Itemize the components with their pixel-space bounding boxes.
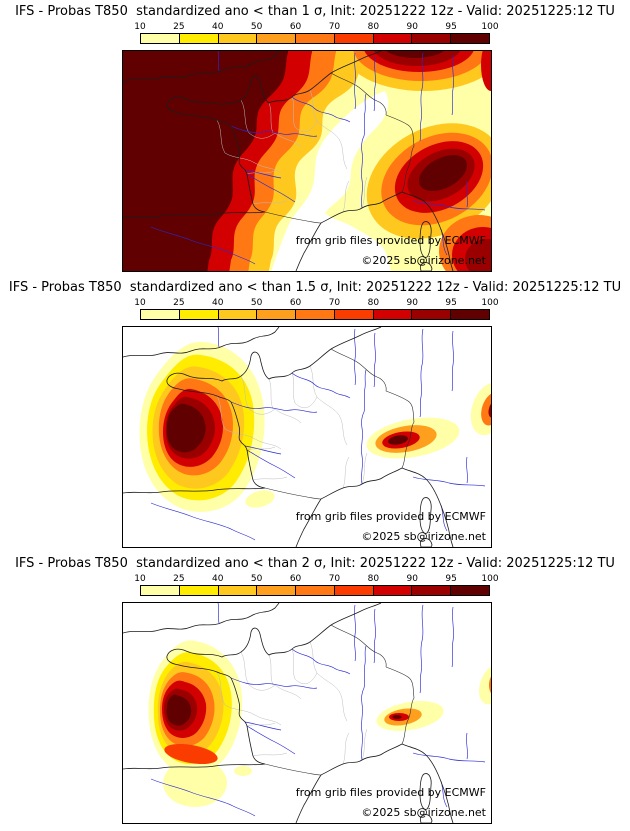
panel-threshold-1p5-sigma: IFS - Probas T850 standardized ano < tha… <box>0 279 630 555</box>
colorbar-segment <box>451 310 490 319</box>
map-canvas <box>123 603 491 823</box>
colorbar-tick-labels: 10 25 40 50 60 70 80 90 95 100 <box>134 22 498 33</box>
colorbar-segment <box>296 310 335 319</box>
colorbar-segment <box>296 34 335 43</box>
colorbar-tick-label: 50 <box>250 574 263 584</box>
probability-map: from grib files provided by ECMWF ©2025 … <box>122 602 492 824</box>
colorbar-segment <box>179 310 219 319</box>
colorbar-tick-label: 10 <box>134 298 146 308</box>
colorbar-segment <box>334 34 374 43</box>
colorbar-segment <box>218 310 258 319</box>
colorbar-gradient <box>140 309 490 320</box>
probability-map: from grib files provided by ECMWF ©2025 … <box>122 326 492 548</box>
colorbar-tick-label: 95 <box>445 22 457 32</box>
colorbar-tick-label: 100 <box>481 22 499 32</box>
colorbar-tick-label: 100 <box>481 298 499 308</box>
colorbar-tick-label: 60 <box>289 298 302 308</box>
colorbar-tick-label: 80 <box>367 574 380 584</box>
colorbar-tick-label: 10 <box>134 22 146 32</box>
colorbar-segment <box>218 34 258 43</box>
probability-colorbar: 10 25 40 50 60 70 80 90 95 100 <box>134 574 499 596</box>
colorbar-segment <box>451 586 490 595</box>
colorbar-segment <box>141 34 180 43</box>
colorbar-tick-label: 25 <box>173 22 185 32</box>
map-title: IFS - Probas T850 standardized ano < tha… <box>8 280 622 295</box>
colorbar-segment <box>141 310 180 319</box>
colorbar-tick-label: 70 <box>328 574 341 584</box>
colorbar-tick-label: 50 <box>250 298 263 308</box>
colorbar-segment <box>334 310 374 319</box>
panel-threshold-2-sigma: IFS - Probas T850 standardized ano < tha… <box>0 555 630 831</box>
colorbar-segment <box>412 586 452 595</box>
colorbar-gradient <box>140 33 490 44</box>
colorbar-segment <box>373 310 413 319</box>
copyright-credit: ©2025 sb@irizone.net <box>361 254 486 267</box>
colorbar-segment <box>179 586 219 595</box>
colorbar-segment <box>451 34 490 43</box>
colorbar-tick-label: 100 <box>481 574 499 584</box>
colorbar-tick-label: 70 <box>328 22 341 32</box>
panel-threshold-1-sigma: IFS - Probas T850 standardized ano < tha… <box>0 3 630 279</box>
colorbar-tick-label: 40 <box>212 298 224 308</box>
map-credits: from grib files provided by ECMWF ©2025 … <box>296 511 486 543</box>
map-credits: from grib files provided by ECMWF ©2025 … <box>296 235 486 267</box>
map-credits: from grib files provided by ECMWF ©2025 … <box>296 787 486 819</box>
colorbar-tick-label: 90 <box>406 298 418 308</box>
colorbar-tick-label: 25 <box>173 574 185 584</box>
data-provider-credit: from grib files provided by ECMWF <box>295 234 486 247</box>
probability-field <box>123 51 491 271</box>
colorbar-gradient <box>140 585 490 596</box>
colorbar-segment <box>141 586 180 595</box>
colorbar-tick-label: 90 <box>406 574 418 584</box>
colorbar-tick-label: 90 <box>406 22 418 32</box>
map-canvas <box>123 327 491 547</box>
colorbar-tick-label: 60 <box>289 574 302 584</box>
colorbar-segment <box>257 34 297 43</box>
colorbar-tick-label: 80 <box>367 22 380 32</box>
colorbar-tick-label: 95 <box>445 574 457 584</box>
probability-colorbar: 10 25 40 50 60 70 80 90 95 100 <box>134 298 499 320</box>
colorbar-tick-labels: 10 25 40 50 60 70 80 90 95 100 <box>134 298 498 309</box>
colorbar-tick-label: 40 <box>212 574 224 584</box>
colorbar-segment <box>412 34 452 43</box>
map-title: IFS - Probas T850 standardized ano < tha… <box>15 4 615 19</box>
colorbar-segment <box>373 34 413 43</box>
colorbar-tick-label: 80 <box>367 298 380 308</box>
colorbar-tick-label: 70 <box>328 298 341 308</box>
colorbar-tick-label: 10 <box>134 574 146 584</box>
colorbar-segment <box>179 34 219 43</box>
colorbar-tick-label: 50 <box>250 22 263 32</box>
colorbar-tick-label: 25 <box>173 298 185 308</box>
data-provider-credit: from grib files provided by ECMWF <box>295 786 486 799</box>
copyright-credit: ©2025 sb@irizone.net <box>361 806 486 819</box>
probability-map: from grib files provided by ECMWF ©2025 … <box>122 50 492 272</box>
colorbar-segment <box>334 586 374 595</box>
colorbar-tick-labels: 10 25 40 50 60 70 80 90 95 100 <box>134 574 498 585</box>
colorbar-segment <box>296 586 335 595</box>
colorbar-tick-label: 60 <box>289 22 302 32</box>
colorbar-segment <box>218 586 258 595</box>
data-provider-credit: from grib files provided by ECMWF <box>295 510 486 523</box>
copyright-credit: ©2025 sb@irizone.net <box>361 530 486 543</box>
map-canvas <box>123 51 491 271</box>
colorbar-segment <box>373 586 413 595</box>
colorbar-tick-label: 40 <box>212 22 224 32</box>
probability-colorbar: 10 25 40 50 60 70 80 90 95 100 <box>134 22 499 44</box>
colorbar-segment <box>257 310 297 319</box>
colorbar-tick-label: 95 <box>445 298 457 308</box>
probability-field <box>139 341 491 512</box>
probability-field <box>148 640 491 807</box>
map-title: IFS - Probas T850 standardized ano < tha… <box>15 556 615 571</box>
colorbar-segment <box>412 310 452 319</box>
colorbar-segment <box>257 586 297 595</box>
